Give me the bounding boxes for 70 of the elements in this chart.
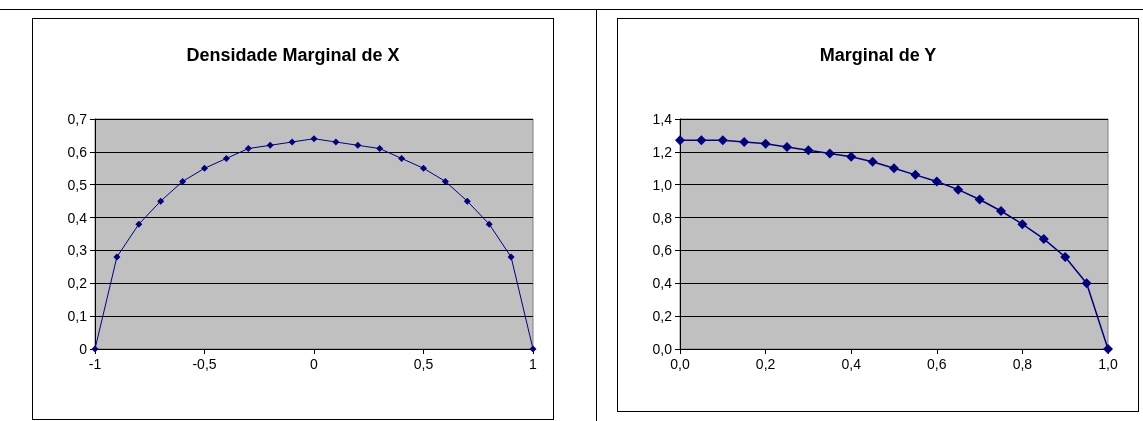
point bbox=[332, 138, 340, 146]
point bbox=[675, 135, 685, 146]
point bbox=[910, 169, 921, 180]
point bbox=[266, 141, 274, 149]
point bbox=[1038, 233, 1049, 244]
point bbox=[1017, 219, 1028, 230]
point bbox=[398, 154, 406, 162]
point bbox=[867, 156, 878, 167]
y-tick-label: 0,0 bbox=[652, 341, 673, 357]
chart-title: Densidade Marginal de X bbox=[186, 45, 400, 65]
point bbox=[113, 253, 121, 261]
y-tick-label: 0,6 bbox=[652, 242, 673, 259]
x-tick-label: 0 bbox=[310, 356, 319, 372]
y-tick-label: 0,7 bbox=[67, 111, 88, 127]
point bbox=[1060, 252, 1071, 262]
y-tick-label: 1,2 bbox=[652, 143, 673, 160]
point bbox=[1081, 278, 1092, 289]
y-tick-label: 0,4 bbox=[652, 275, 673, 292]
point bbox=[376, 145, 384, 153]
y-tick-label: 0 bbox=[79, 341, 88, 357]
point bbox=[782, 141, 792, 152]
x-tick-label: 0,2 bbox=[755, 356, 776, 372]
point bbox=[846, 151, 857, 162]
x-tick-label: 0,0 bbox=[670, 356, 690, 372]
y-tick-label: 0,3 bbox=[67, 242, 88, 259]
point bbox=[244, 145, 252, 153]
point bbox=[803, 145, 814, 156]
y-tick-label: 0,6 bbox=[67, 143, 88, 160]
chart-title: Marginal de Y bbox=[819, 45, 937, 65]
point bbox=[931, 176, 942, 187]
y-tick-label: 0,5 bbox=[67, 176, 88, 193]
point bbox=[222, 154, 230, 162]
y-tick-label: 1,0 bbox=[652, 176, 673, 193]
point bbox=[507, 253, 515, 261]
point bbox=[288, 138, 296, 146]
x-tick-label: -1 bbox=[88, 356, 102, 372]
y-tick-label: 0,4 bbox=[67, 209, 88, 226]
point bbox=[1103, 344, 1113, 354]
y-tick-label: 0,2 bbox=[67, 275, 88, 292]
point bbox=[310, 135, 318, 143]
point bbox=[201, 164, 208, 172]
y-tick-label: 0,8 bbox=[652, 209, 673, 226]
point bbox=[441, 177, 449, 185]
point bbox=[953, 184, 964, 195]
point bbox=[529, 345, 537, 353]
point bbox=[824, 148, 835, 159]
point bbox=[739, 137, 750, 147]
point bbox=[760, 138, 771, 149]
x-tick-label: 0,4 bbox=[841, 356, 862, 372]
point bbox=[135, 220, 143, 228]
point bbox=[996, 206, 1006, 216]
point bbox=[157, 197, 165, 205]
y-tick-label: 0,1 bbox=[67, 308, 88, 325]
x-tick-label: 1,0 bbox=[1098, 356, 1118, 372]
point bbox=[485, 220, 493, 228]
y-tick-label: 0,2 bbox=[652, 308, 673, 325]
y-tick-label: 1,4 bbox=[652, 111, 673, 127]
x-tick-label: 0,6 bbox=[927, 356, 947, 372]
point bbox=[696, 135, 707, 146]
x-tick-label: -0,5 bbox=[192, 356, 217, 372]
point bbox=[179, 177, 187, 185]
point bbox=[889, 163, 899, 174]
point bbox=[974, 194, 985, 205]
x-tick-label: 0,8 bbox=[1012, 356, 1033, 372]
x-tick-label: 0,5 bbox=[413, 356, 434, 372]
point bbox=[717, 135, 728, 146]
point bbox=[420, 164, 427, 172]
point bbox=[354, 141, 362, 149]
point bbox=[463, 197, 471, 205]
x-tick-label: 1 bbox=[529, 356, 538, 372]
